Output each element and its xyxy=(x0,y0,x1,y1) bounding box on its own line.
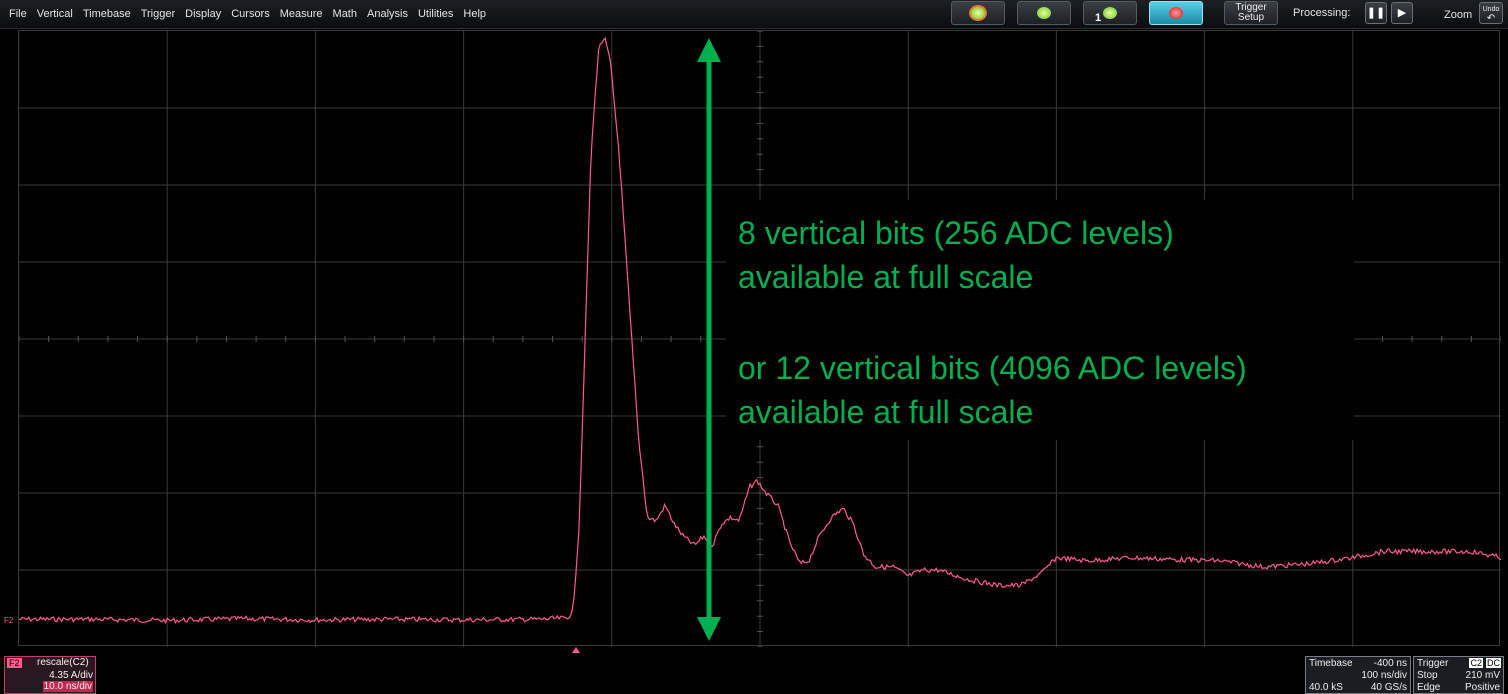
trigger-coupling: DC xyxy=(1486,658,1501,668)
main-menu: File Vertical Timebase Trigger Display C… xyxy=(0,0,487,28)
trigger-descriptor[interactable]: Trigger C2 DC Stop 210 mV Edge Positive xyxy=(1413,656,1504,694)
pause-button[interactable]: ❚❚ xyxy=(1365,2,1387,24)
processing-label: Processing: xyxy=(1293,7,1351,19)
undo-label: Undo xyxy=(1482,6,1500,13)
trigger-setup-button[interactable]: Trigger Setup xyxy=(1224,1,1278,25)
timebase-tdiv: 100 ns/div xyxy=(1361,670,1407,681)
menu-help[interactable]: Help xyxy=(463,8,487,20)
trigger-type: Edge xyxy=(1417,682,1441,693)
trigger-setup-line1: Trigger xyxy=(1235,2,1267,13)
channel-f2-descriptor[interactable]: F2 rescale(C2) 4.35 A/div 10.0 ns/div xyxy=(4,656,96,694)
timebase-title: Timebase xyxy=(1309,658,1353,669)
play-button[interactable]: ▶ xyxy=(1391,2,1413,24)
menu-measure[interactable]: Measure xyxy=(279,8,323,20)
annotation-line-3: or 12 vertical bits (4096 ADC levels) xyxy=(738,350,1247,386)
waveform-trace xyxy=(19,36,1501,625)
single-number: 1 xyxy=(1095,12,1102,24)
annotation-line-2: available at full scale xyxy=(738,259,1034,295)
menu-trigger[interactable]: Trigger xyxy=(140,8,176,20)
menu-file[interactable]: File xyxy=(9,8,27,20)
trigger-level: 210 mV xyxy=(1465,670,1500,681)
menu-cursors[interactable]: Cursors xyxy=(231,8,270,20)
trigger-title: Trigger xyxy=(1417,658,1449,669)
channel-function: rescale(C2) xyxy=(37,657,89,668)
auto-trigger-button[interactable] xyxy=(951,1,1005,25)
normal-trigger-button[interactable] xyxy=(1017,1,1071,25)
menu-math[interactable]: Math xyxy=(332,8,357,20)
menu-bar: File Vertical Timebase Trigger Display C… xyxy=(0,0,1508,29)
trigger-position-marker[interactable] xyxy=(572,647,580,653)
pause-icon: ❚❚ xyxy=(1366,7,1386,19)
full-scale-arrow-icon xyxy=(697,38,721,641)
green-light-icon xyxy=(1103,7,1117,19)
timebase-descriptor[interactable]: Timebase -400 ns 100 ns/div 40.0 kS 40 G… xyxy=(1305,656,1411,694)
trigger-slope: Positive xyxy=(1464,682,1500,693)
red-light-icon xyxy=(1169,7,1183,19)
stop-trigger-button[interactable] xyxy=(1149,1,1203,25)
menu-display[interactable]: Display xyxy=(185,8,222,20)
timebase-samples: 40.0 kS xyxy=(1309,682,1343,693)
annotation-line-4: available at full scale xyxy=(738,394,1034,430)
menu-vertical[interactable]: Vertical xyxy=(36,8,73,20)
alarm-clock-icon xyxy=(969,5,987,21)
zoom-label: Zoom xyxy=(1444,9,1473,21)
annotation-line-1: 8 vertical bits (256 ADC levels) xyxy=(738,215,1174,251)
undo-button[interactable]: Undo ↶ xyxy=(1479,2,1503,24)
annotation-background xyxy=(726,200,1354,440)
channel-vertical-scale: 4.35 A/div xyxy=(49,670,93,681)
trace-label-marker: F2 xyxy=(4,616,14,625)
undo-icon: ↶ xyxy=(1486,13,1496,24)
green-light-icon xyxy=(1037,7,1051,19)
menu-timebase[interactable]: Timebase xyxy=(82,8,131,20)
timebase-rate: 40 GS/s xyxy=(1370,682,1407,693)
trigger-source: C2 xyxy=(1469,658,1483,668)
menu-analysis[interactable]: Analysis xyxy=(367,8,408,20)
timebase-delay: -400 ns xyxy=(1373,658,1407,669)
channel-horizontal-scale: 10.0 ns/div xyxy=(42,681,93,692)
menu-utilities[interactable]: Utilities xyxy=(417,8,454,20)
channel-tag: F2 xyxy=(7,658,22,668)
trigger-setup-line2: Setup xyxy=(1237,12,1265,23)
single-trigger-button[interactable]: 1 xyxy=(1083,1,1137,25)
play-icon: ▶ xyxy=(1397,7,1407,19)
trigger-mode: Stop xyxy=(1417,670,1438,681)
